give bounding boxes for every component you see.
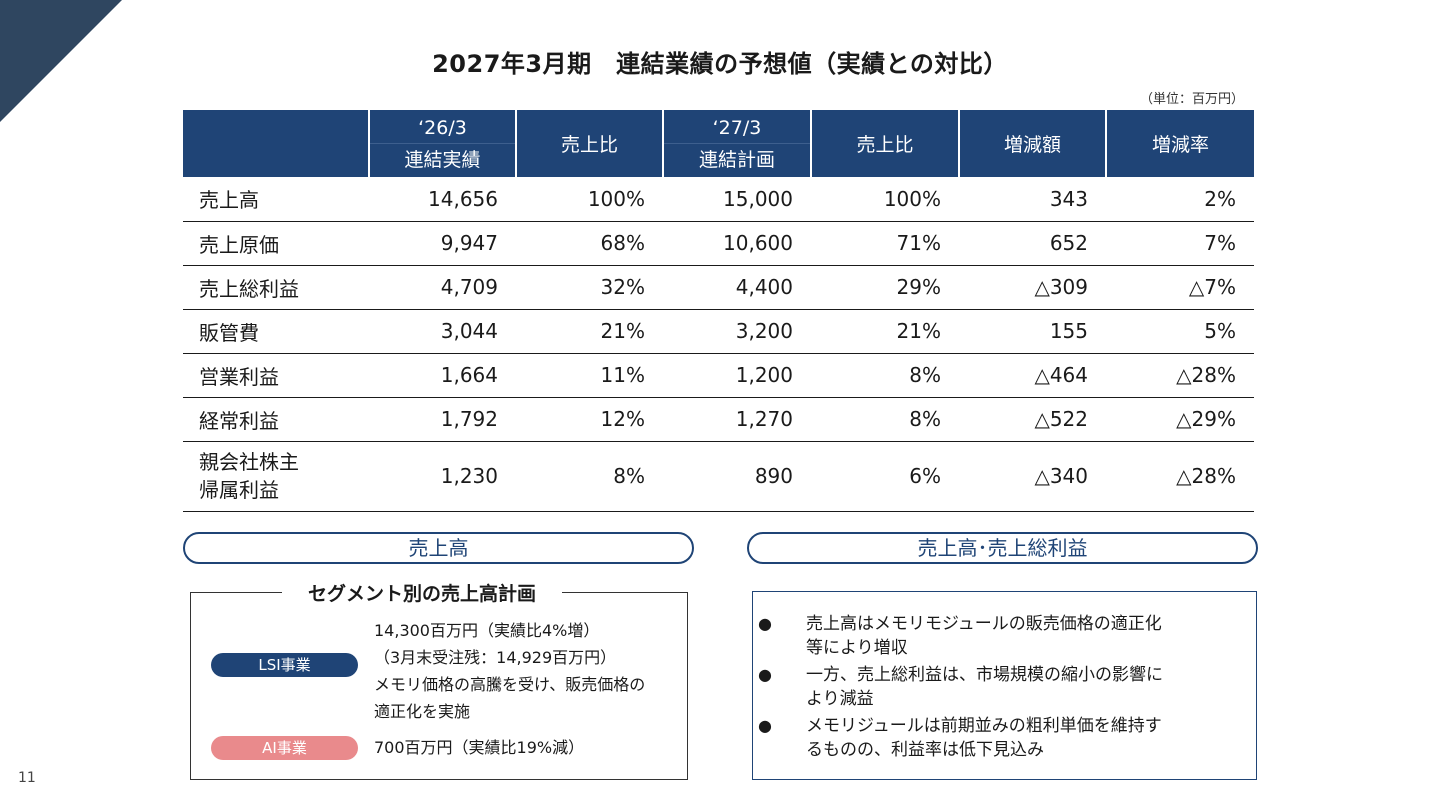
table-cell: △28% xyxy=(1106,441,1254,512)
row-label: 親会社株主 帰属利益 xyxy=(183,441,369,512)
header-blank xyxy=(183,110,369,177)
table-cell: 7% xyxy=(1106,221,1254,266)
financial-table: ‘26/3 連結実績 売上比 ‘27/3 連結計画 売上比 増減額 増減率 売上… xyxy=(183,110,1254,512)
table-cell: 155 xyxy=(959,309,1106,354)
row-label-line1: 親会社株主 xyxy=(199,450,299,474)
lsi-segment-text: 14,300百万円（実績比4%増） （3月末受注残：14,929百万円） メモリ… xyxy=(374,621,646,721)
row-label: 営業利益 xyxy=(183,353,369,398)
table-cell: 3,200 xyxy=(663,309,811,354)
corner-decoration xyxy=(0,0,122,122)
table-row: 営業利益 1,664 11% 1,200 8% △464 △28% xyxy=(183,353,1254,398)
table-cell: 4,709 xyxy=(369,265,516,310)
table-cell: 8% xyxy=(811,353,959,398)
table-row: 売上原価 9,947 68% 10,600 71% 652 7% xyxy=(183,221,1254,266)
row-label-line2: 帰属利益 xyxy=(199,478,279,502)
table-cell: △309 xyxy=(959,265,1106,310)
table-row: 販管費 3,044 21% 3,200 21% 155 5% xyxy=(183,309,1254,354)
header-fy27-plan: ‘27/3 連結計画 xyxy=(662,110,811,177)
table-cell: 6% xyxy=(811,441,959,512)
bullet-icon: ● xyxy=(758,665,772,684)
table-cell: 1,270 xyxy=(663,397,811,442)
table-cell: 8% xyxy=(811,397,959,442)
table-cell: 3,044 xyxy=(369,309,516,354)
header-change-amount: 増減額 xyxy=(958,110,1106,177)
header-ratio-1: 売上比 xyxy=(515,110,663,177)
ai-segment-text: 700百万円（実績比19%減） xyxy=(374,738,585,757)
table-cell: 100% xyxy=(811,177,959,222)
table-cell: 21% xyxy=(516,309,663,354)
table-cell: 2% xyxy=(1106,177,1254,222)
table-cell: 21% xyxy=(811,309,959,354)
table-cell: △29% xyxy=(1106,397,1254,442)
segment-box-title: セグメント別の売上高計画 xyxy=(282,580,562,608)
section-heading-sales-gross-profit: 売上高･売上総利益 xyxy=(747,532,1258,564)
table-cell: 29% xyxy=(811,265,959,310)
table-cell: 14,656 xyxy=(369,177,516,222)
list-item: ● 一方、売上総利益は、市場規模の縮小の影響に より減益 xyxy=(758,665,1163,709)
table-cell: 71% xyxy=(811,221,959,266)
table-cell: △28% xyxy=(1106,353,1254,398)
row-label: 売上原価 xyxy=(183,221,369,266)
table-cell: 32% xyxy=(516,265,663,310)
lsi-segment-tag: LSI事業 xyxy=(211,653,358,677)
table-cell: 343 xyxy=(959,177,1106,222)
unit-note: （単位：百万円） xyxy=(1139,92,1244,107)
table-cell: △522 xyxy=(959,397,1106,442)
table-cell: 11% xyxy=(516,353,663,398)
row-label: 販管費 xyxy=(183,309,369,354)
row-label: 経常利益 xyxy=(183,397,369,442)
header-ratio-2: 売上比 xyxy=(810,110,959,177)
table-cell: 652 xyxy=(959,221,1106,266)
table-row: 親会社株主 帰属利益 1,230 8% 890 6% △340 △28% xyxy=(183,441,1254,512)
table-row: 経常利益 1,792 12% 1,270 8% △522 △29% xyxy=(183,397,1254,442)
header-change-rate: 増減率 xyxy=(1105,110,1254,177)
table-cell: 1,792 xyxy=(369,397,516,442)
table-cell: 12% xyxy=(516,397,663,442)
table-cell: 4,400 xyxy=(663,265,811,310)
table-cell: 890 xyxy=(663,441,811,512)
page-title: 2027年3月期 連結業績の予想値（実績との対比） xyxy=(432,50,1008,78)
table-cell: 68% xyxy=(516,221,663,266)
table-cell: 100% xyxy=(516,177,663,222)
bullet-icon: ● xyxy=(758,716,772,735)
table-cell: 9,947 xyxy=(369,221,516,266)
table-cell: 15,000 xyxy=(663,177,811,222)
table-cell: 8% xyxy=(516,441,663,512)
notes-box xyxy=(752,591,1257,780)
row-label: 売上総利益 xyxy=(183,265,369,310)
table-cell: 10,600 xyxy=(663,221,811,266)
table-cell: 1,664 xyxy=(369,353,516,398)
bullet-icon: ● xyxy=(758,614,772,633)
notes-list: ● 売上高はメモリモジュールの販売価格の適正化 等により増収 ● 一方、売上総利… xyxy=(758,612,1238,765)
row-label: 売上高 xyxy=(183,177,369,222)
ai-segment-tag: AI事業 xyxy=(211,736,358,760)
table-cell: 1,230 xyxy=(369,441,516,512)
section-heading-sales: 売上高 xyxy=(183,532,694,564)
table-row: 売上高 14,656 100% 15,000 100% 343 2% xyxy=(183,177,1254,222)
page-number: 11 xyxy=(18,770,36,786)
table-cell: △340 xyxy=(959,441,1106,512)
table-row: 売上総利益 4,709 32% 4,400 29% △309 △7% xyxy=(183,265,1254,310)
table-header-row: ‘26/3 連結実績 売上比 ‘27/3 連結計画 売上比 増減額 増減率 xyxy=(183,110,1254,177)
table-cell: △7% xyxy=(1106,265,1254,310)
table-cell: △464 xyxy=(959,353,1106,398)
header-fy26-actual: ‘26/3 連結実績 xyxy=(368,110,516,177)
table-cell: 5% xyxy=(1106,309,1254,354)
table-cell: 1,200 xyxy=(663,353,811,398)
list-item: ● メモリジュールは前期並みの粗利単価を維持す るものの、利益率は低下見込み xyxy=(758,716,1162,760)
list-item: ● 売上高はメモリモジュールの販売価格の適正化 等により増収 xyxy=(758,614,1162,658)
